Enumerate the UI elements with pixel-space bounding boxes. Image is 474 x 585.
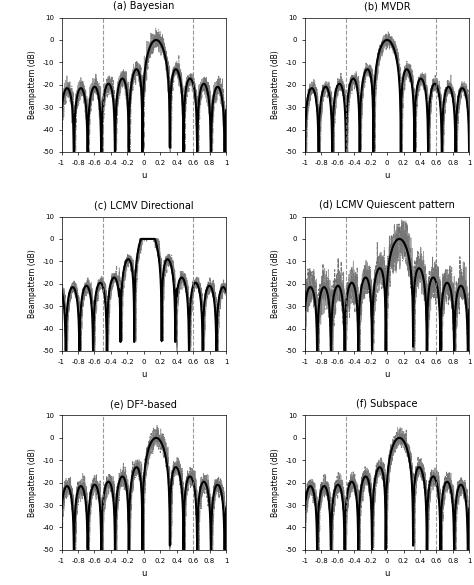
- X-axis label: u: u: [141, 171, 146, 180]
- Title: (c) LCMV Directional: (c) LCMV Directional: [94, 200, 193, 210]
- X-axis label: u: u: [141, 370, 146, 379]
- Title: (f) Subspace: (f) Subspace: [356, 399, 418, 409]
- X-axis label: u: u: [141, 569, 146, 578]
- Title: (a) Bayesian: (a) Bayesian: [113, 1, 174, 11]
- Title: (e) DF²-based: (e) DF²-based: [110, 399, 177, 409]
- Y-axis label: Beampattern (dB): Beampattern (dB): [28, 249, 37, 318]
- Y-axis label: Beampattern (dB): Beampattern (dB): [28, 50, 37, 119]
- Y-axis label: Beampattern (dB): Beampattern (dB): [271, 448, 280, 517]
- Y-axis label: Beampattern (dB): Beampattern (dB): [271, 50, 280, 119]
- Title: (d) LCMV Quiescent pattern: (d) LCMV Quiescent pattern: [319, 200, 455, 210]
- X-axis label: u: u: [384, 171, 390, 180]
- Title: (b) MVDR: (b) MVDR: [364, 1, 410, 11]
- X-axis label: u: u: [384, 569, 390, 578]
- Y-axis label: Beampattern (dB): Beampattern (dB): [271, 249, 280, 318]
- X-axis label: u: u: [384, 370, 390, 379]
- Y-axis label: Beampattern (dB): Beampattern (dB): [28, 448, 37, 517]
